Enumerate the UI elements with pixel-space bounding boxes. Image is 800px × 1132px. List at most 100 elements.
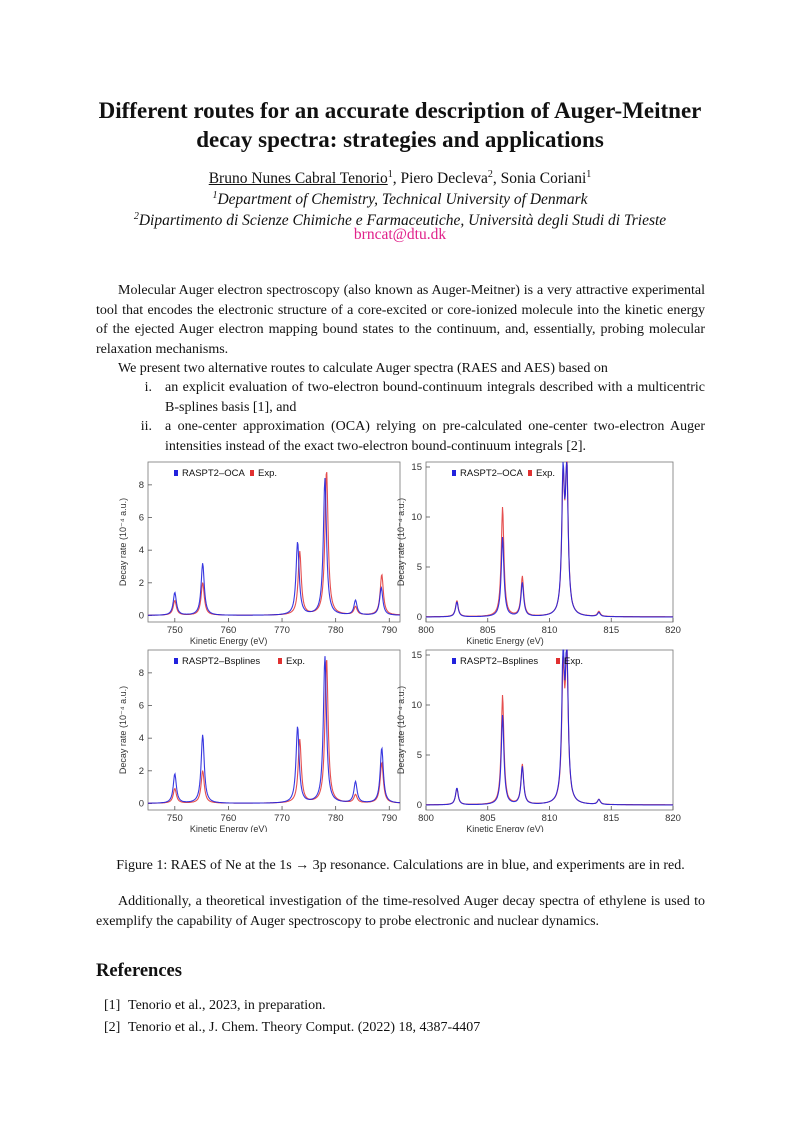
y-axis-label: Decay rate (10⁻⁴ a.u.) xyxy=(396,498,406,586)
list-item-number: i. xyxy=(144,380,152,395)
y-tick-label: 4 xyxy=(139,545,144,556)
x-tick-label: 805 xyxy=(480,813,496,824)
series-line-exp xyxy=(148,472,400,616)
plot-frame xyxy=(425,461,674,623)
reference-number: [2] xyxy=(104,1020,121,1035)
legend-swatch xyxy=(452,658,456,664)
author-3-affil: 1 xyxy=(586,169,592,180)
author-sep: , xyxy=(392,170,401,188)
author-sep: , xyxy=(492,170,501,188)
series-line-calc xyxy=(426,649,673,806)
legend-label: Exp. xyxy=(536,468,555,479)
series-line-exp xyxy=(426,649,673,806)
list-item: ii. a one-center approximation (OCA) rel… xyxy=(96,417,705,456)
plot-frame xyxy=(147,649,401,811)
y-tick-label: 0 xyxy=(139,798,144,809)
y-tick-label: 6 xyxy=(139,701,144,712)
y-tick-label: 8 xyxy=(139,480,144,491)
routes-intro: We present two alternative routes to cal… xyxy=(118,361,608,376)
series-line-calc xyxy=(426,461,673,618)
legend-label: RASPT2–Bsplines xyxy=(182,656,260,667)
closing-paragraph: Additionally, a theoretical investigatio… xyxy=(96,894,705,929)
x-tick-label: 780 xyxy=(328,625,344,636)
x-tick-label: 750 xyxy=(167,625,183,636)
x-tick-label: 800 xyxy=(418,813,434,824)
spectra-figure: 750 760 770 780 790 0 2 4 6 8 Kinetic Energy (eV) D… xyxy=(118,461,681,834)
affiliation-2: 2Dipartimento di Scienze Chimiche e Farm… xyxy=(40,206,760,231)
legend-swatch xyxy=(250,470,254,476)
legend-swatch xyxy=(528,470,532,476)
y-tick-label: 10 xyxy=(411,700,422,711)
spectrum-panel-3: 750 760 770 780 790 0 2 4 6 8 Kinetic Energy (eV) D… xyxy=(118,649,401,834)
x-tick-label: 780 xyxy=(328,813,344,824)
x-tick-label: 760 xyxy=(220,813,236,824)
x-tick-label: 820 xyxy=(665,813,681,824)
x-tick-label: 770 xyxy=(274,813,290,824)
author-list: Bruno Nunes Cabral Tenorio1, Piero Decle… xyxy=(40,164,760,189)
author-2: Piero Decleva xyxy=(400,170,488,188)
y-tick-label: 5 xyxy=(417,750,422,761)
x-axis-label: Kinetic Energy (eV) xyxy=(190,824,268,832)
y-tick-label: 5 xyxy=(417,562,422,573)
spectrum-panel-2: 800 805 810 815 820 0 5 10 15 Kinetic Energy (eV)… xyxy=(396,461,681,646)
legend-label: RASPT2–OCA xyxy=(460,468,523,479)
y-axis-label: Decay rate (10⁻⁴ a.u.) xyxy=(118,686,128,774)
title-line-1: Different routes for an accurate descrip… xyxy=(98,98,702,123)
x-tick-label: 770 xyxy=(274,625,290,636)
legend-swatch xyxy=(174,470,178,476)
x-tick-label: 810 xyxy=(542,813,558,824)
x-axis-label: Kinetic Energy (eV) xyxy=(190,636,268,646)
y-tick-label: 0 xyxy=(417,612,422,623)
routes-list: i. an explicit evaluation of two-electro… xyxy=(96,378,705,456)
legend-label: RASPT2–OCA xyxy=(182,468,245,479)
y-axis-label: Decay rate (10⁻⁴ a.u.) xyxy=(396,686,406,774)
affiliation-2-text: Dipartimento di Scienze Chimiche e Farma… xyxy=(138,212,667,230)
x-tick-label: 750 xyxy=(167,813,183,824)
legend-label: RASPT2–Bsplines xyxy=(460,656,538,667)
author-2-affil: 2 xyxy=(487,169,493,180)
author-1-affil: 1 xyxy=(387,169,393,180)
legend-swatch xyxy=(174,658,178,664)
y-tick-label: 2 xyxy=(139,766,144,777)
title-line-2: decay spectra: strategies and applicatio… xyxy=(196,127,604,152)
legend-label: Exp. xyxy=(564,656,583,667)
y-axis-label: Decay rate (10⁻⁴ a.u.) xyxy=(118,498,128,586)
affiliation-2-sup: 2 xyxy=(133,211,139,222)
abstract-paragraph: Molecular Auger electron spectroscopy (a… xyxy=(96,283,705,357)
reference-text: Tenorio et al., 2023, in preparation. xyxy=(128,998,326,1013)
y-tick-label: 15 xyxy=(411,462,422,473)
x-tick-label: 815 xyxy=(603,625,619,636)
list-item-text: a one-center approximation (OCA) relying… xyxy=(165,419,705,454)
y-tick-label: 2 xyxy=(139,578,144,589)
x-tick-label: 815 xyxy=(603,813,619,824)
y-tick-label: 0 xyxy=(417,800,422,811)
figure-caption: Figure 1: RAES of Ne at the 1s → 3p reso… xyxy=(116,858,685,873)
legend-label: Exp. xyxy=(286,656,305,667)
legend-swatch xyxy=(278,658,282,664)
plot-frame xyxy=(425,649,674,811)
x-tick-label: 810 xyxy=(542,625,558,636)
affiliation-1: 1Department of Chemistry, Technical Univ… xyxy=(40,185,760,210)
reference-number: [1] xyxy=(104,998,121,1013)
x-axis-label: Kinetic Energy (eV) xyxy=(466,636,544,646)
x-tick-label: 790 xyxy=(381,625,397,636)
y-tick-label: 15 xyxy=(411,650,422,661)
y-tick-label: 10 xyxy=(411,512,422,523)
figure-1: 750 760 770 780 790 0 2 4 6 8 Kinetic Energy (eV) D… xyxy=(108,452,708,834)
reference-item: [2] Tenorio et al., J. Chem. Theory Compu… xyxy=(104,1020,480,1036)
x-axis-label: Kinetic Energy (eV) xyxy=(466,824,544,832)
spectrum-panel-1: 750 760 770 780 790 0 2 4 6 8 Kinetic Energy (eV) D… xyxy=(118,461,401,646)
reference-text: Tenorio et al., J. Chem. Theory Comput. … xyxy=(128,1020,481,1035)
series-line-exp xyxy=(426,461,673,618)
author-1: Bruno Nunes Cabral Tenorio xyxy=(208,170,388,188)
list-item: i. an explicit evaluation of two-electro… xyxy=(96,378,705,417)
plot-frame xyxy=(147,461,401,623)
email-link[interactable]: brncat@dtu.dk xyxy=(353,226,447,243)
paper-title: Different routes for an accurate descrip… xyxy=(60,96,740,154)
legend-swatch xyxy=(556,658,560,664)
y-tick-label: 6 xyxy=(139,513,144,524)
affiliation-1-text: Department of Chemistry, Technical Unive… xyxy=(217,191,588,209)
y-tick-label: 0 xyxy=(139,610,144,621)
affiliation-1-sup: 1 xyxy=(212,190,218,201)
author-3: Sonia Coriani xyxy=(500,170,587,188)
